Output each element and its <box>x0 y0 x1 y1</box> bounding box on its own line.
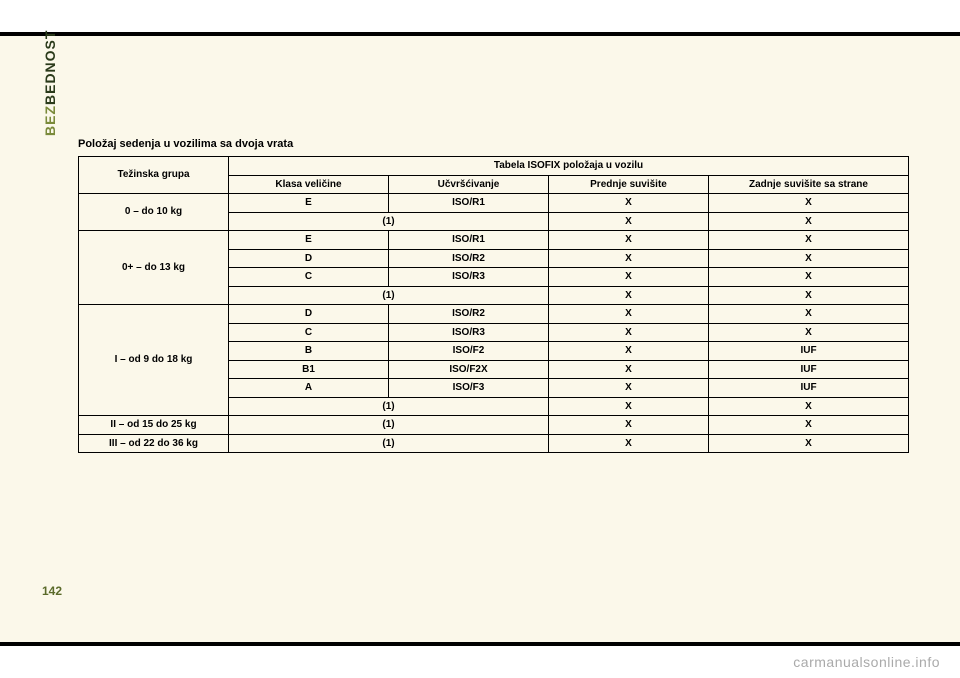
cell-fixture: ISO/R2 <box>389 249 549 268</box>
cell-group-label: 0+ – do 13 kg <box>79 231 229 305</box>
cell-front: X <box>549 416 709 435</box>
cell-fixture: (1) <box>229 212 549 231</box>
cell-class: A <box>229 379 389 398</box>
cell-fixture: ISO/R3 <box>389 323 549 342</box>
cell-front: X <box>549 434 709 453</box>
side-label-accent: BEZ <box>42 105 58 136</box>
th-group: Težinska grupa <box>79 157 229 194</box>
cell-rear: X <box>709 212 909 231</box>
th-class: Klasa veličine <box>229 175 389 194</box>
content-band: BEZBEDNOST Položaj sedenja u vozilima sa… <box>0 36 960 642</box>
cell-front: X <box>549 249 709 268</box>
cell-class: C <box>229 268 389 287</box>
cell-rear: X <box>709 249 909 268</box>
cell-fixture: ISO/F2X <box>389 360 549 379</box>
th-fixture: Učvršćivanje <box>389 175 549 194</box>
cell-fixture: ISO/F2 <box>389 342 549 361</box>
cell-class: B1 <box>229 360 389 379</box>
cell-rear: X <box>709 434 909 453</box>
cell-front: X <box>549 397 709 416</box>
th-super: Tabela ISOFIX položaja u vozilu <box>229 157 909 176</box>
table-row: III – od 22 do 36 kg(1)XX <box>79 434 909 453</box>
table-header-row-1: Težinska grupa Tabela ISOFIX položaja u … <box>79 157 909 176</box>
table-row: I – od 9 do 18 kgDISO/R2XX <box>79 305 909 324</box>
cell-front: X <box>549 231 709 250</box>
cell-class: E <box>229 231 389 250</box>
table-row: II – od 15 do 25 kg(1)XX <box>79 416 909 435</box>
cell-rear: X <box>709 268 909 287</box>
cell-class: E <box>229 194 389 213</box>
cell-front: X <box>549 212 709 231</box>
table-body: 0 – do 10 kgEISO/R1XX(1)XX0+ – do 13 kgE… <box>79 194 909 453</box>
cell-rear: IUF <box>709 379 909 398</box>
cell-fixture: (1) <box>229 397 549 416</box>
cell-rear: IUF <box>709 360 909 379</box>
cell-rear: X <box>709 231 909 250</box>
cell-rear: X <box>709 416 909 435</box>
table-row: 0+ – do 13 kgEISO/R1XX <box>79 231 909 250</box>
side-label-rest: BEDNOST <box>42 30 58 105</box>
table-row: 0 – do 10 kgEISO/R1XX <box>79 194 909 213</box>
cell-front: X <box>549 379 709 398</box>
cell-front: X <box>549 194 709 213</box>
cell-group-label: III – od 22 do 36 kg <box>79 434 229 453</box>
cell-fixture: ISO/R1 <box>389 194 549 213</box>
cell-class: B <box>229 342 389 361</box>
cell-front: X <box>549 305 709 324</box>
cell-fixture: (1) <box>229 434 549 453</box>
cell-group-label: II – od 15 do 25 kg <box>79 416 229 435</box>
cell-fixture: ISO/F3 <box>389 379 549 398</box>
th-front: Prednje suvišite <box>549 175 709 194</box>
th-rear: Zadnje suvišite sa strane <box>709 175 909 194</box>
cell-rear: X <box>709 397 909 416</box>
cell-fixture: ISO/R3 <box>389 268 549 287</box>
cell-rear: X <box>709 323 909 342</box>
cell-rear: X <box>709 194 909 213</box>
cell-class: D <box>229 249 389 268</box>
cell-rear: X <box>709 286 909 305</box>
cell-class: D <box>229 305 389 324</box>
cell-fixture: (1) <box>229 416 549 435</box>
cell-class: C <box>229 323 389 342</box>
table-title: Položaj sedenja u vozilima sa dvoja vrat… <box>78 138 293 150</box>
cell-front: X <box>549 286 709 305</box>
cell-front: X <box>549 323 709 342</box>
section-side-label: BEZBEDNOST <box>42 30 58 136</box>
isofix-table: Težinska grupa Tabela ISOFIX položaja u … <box>78 156 909 453</box>
page-number: 142 <box>42 584 62 598</box>
cell-front: X <box>549 342 709 361</box>
cell-rear: X <box>709 305 909 324</box>
footer-source-link: carmanualsonline.info <box>793 654 940 670</box>
cell-front: X <box>549 360 709 379</box>
bottom-black-bar <box>0 642 960 646</box>
cell-fixture: (1) <box>229 286 549 305</box>
cell-fixture: ISO/R2 <box>389 305 549 324</box>
cell-front: X <box>549 268 709 287</box>
cell-rear: IUF <box>709 342 909 361</box>
table-head: Težinska grupa Tabela ISOFIX položaja u … <box>79 157 909 194</box>
page: BEZBEDNOST Položaj sedenja u vozilima sa… <box>0 0 960 678</box>
cell-fixture: ISO/R1 <box>389 231 549 250</box>
cell-group-label: 0 – do 10 kg <box>79 194 229 231</box>
cell-group-label: I – od 9 do 18 kg <box>79 305 229 416</box>
